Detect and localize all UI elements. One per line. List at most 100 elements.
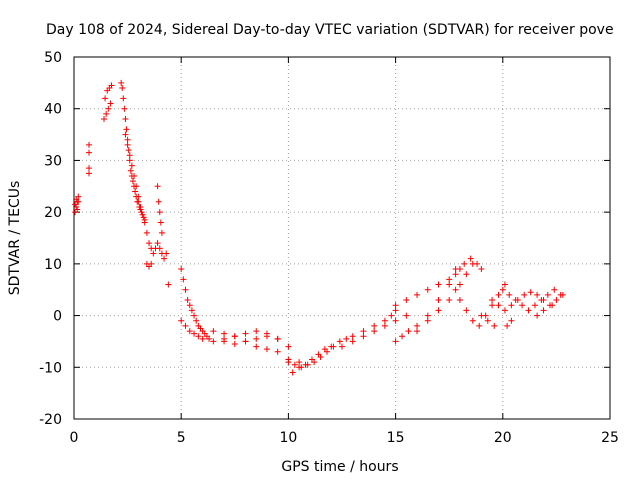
- data-point: [123, 126, 130, 133]
- data-point: [210, 328, 217, 335]
- data-point: [478, 312, 485, 319]
- data-point: [143, 229, 150, 236]
- data-point: [121, 105, 128, 112]
- data-point: [86, 165, 93, 172]
- data-point: [504, 322, 511, 329]
- data-point: [371, 328, 378, 335]
- data-point: [178, 266, 185, 273]
- data-point: [388, 312, 395, 319]
- data-point: [138, 209, 145, 216]
- data-point: [489, 297, 496, 304]
- data-point: [120, 95, 127, 102]
- data-point: [403, 312, 410, 319]
- data-point: [253, 335, 260, 342]
- data-point: [381, 322, 388, 329]
- data-point: [103, 110, 110, 117]
- data-point: [495, 291, 502, 298]
- data-point: [221, 330, 228, 337]
- data-point: [478, 266, 485, 273]
- x-tick-label: 10: [279, 430, 297, 446]
- y-tick-label: 10: [44, 257, 62, 273]
- data-point: [553, 297, 560, 304]
- data-point: [186, 328, 193, 335]
- data-point: [188, 307, 195, 314]
- data-point: [343, 335, 350, 342]
- data-point: [156, 245, 163, 252]
- data-point: [156, 209, 163, 216]
- data-point: [86, 170, 93, 177]
- chart-title: Day 108 of 2024, Sidereal Day-to-day VTE…: [46, 22, 614, 38]
- data-point: [349, 333, 356, 340]
- data-point: [125, 147, 132, 154]
- data-point: [73, 203, 80, 210]
- data-point: [285, 343, 292, 350]
- data-point: [101, 116, 108, 123]
- data-point: [424, 286, 431, 293]
- data-point: [86, 149, 93, 156]
- y-tick-label: 20: [44, 205, 62, 221]
- x-tick-label: 5: [177, 430, 186, 446]
- data-point: [371, 322, 378, 329]
- data-point: [274, 348, 281, 355]
- data-point: [392, 302, 399, 309]
- data-point: [469, 260, 476, 267]
- data-point: [446, 281, 453, 288]
- x-tick-label: 20: [494, 430, 512, 446]
- data-point: [446, 297, 453, 304]
- data-point: [424, 317, 431, 324]
- data-point: [191, 312, 198, 319]
- data-point: [119, 85, 126, 92]
- data-point: [456, 281, 463, 288]
- data-point: [452, 266, 459, 273]
- data-point: [381, 317, 388, 324]
- data-point: [127, 167, 134, 174]
- data-point: [512, 297, 519, 304]
- data-point: [549, 302, 556, 309]
- data-point: [463, 271, 470, 278]
- tick-marks: [73, 56, 611, 420]
- y-tick-labels: -20 -10 0 10 20 30 40 50: [39, 50, 62, 428]
- data-point: [285, 359, 292, 366]
- data-point: [139, 211, 146, 218]
- data-point: [392, 317, 399, 324]
- data-point: [102, 95, 109, 102]
- data-point: [302, 361, 309, 368]
- data-point: [456, 297, 463, 304]
- data-point: [499, 286, 506, 293]
- data-point: [531, 302, 538, 309]
- data-point: [133, 183, 140, 190]
- data-point: [291, 361, 298, 368]
- y-tick-label: -10: [39, 360, 62, 376]
- data-point: [210, 338, 217, 345]
- data-point: [184, 297, 191, 304]
- data-point: [349, 338, 356, 345]
- data-point: [557, 291, 564, 298]
- data-point: [140, 214, 147, 221]
- data-point: [538, 297, 545, 304]
- data-point: [534, 291, 541, 298]
- data-point: [242, 330, 249, 337]
- data-point: [263, 330, 270, 337]
- data-point: [118, 79, 125, 86]
- data-point: [141, 219, 148, 226]
- data-point: [128, 162, 135, 169]
- data-point: [199, 335, 206, 342]
- grid: [74, 57, 610, 419]
- data-point: [131, 172, 138, 179]
- data-point: [491, 322, 498, 329]
- data-point: [360, 328, 367, 335]
- data-point: [154, 240, 161, 247]
- data-point: [534, 312, 541, 319]
- data-point: [122, 131, 129, 138]
- data-point: [414, 322, 421, 329]
- data-point: [231, 333, 238, 340]
- data-point: [435, 297, 442, 304]
- data-point: [129, 178, 136, 185]
- data-point: [392, 307, 399, 314]
- data-point: [360, 333, 367, 340]
- data-point: [253, 343, 260, 350]
- data-point: [231, 341, 238, 348]
- data-point: [452, 271, 459, 278]
- data-point: [527, 289, 534, 296]
